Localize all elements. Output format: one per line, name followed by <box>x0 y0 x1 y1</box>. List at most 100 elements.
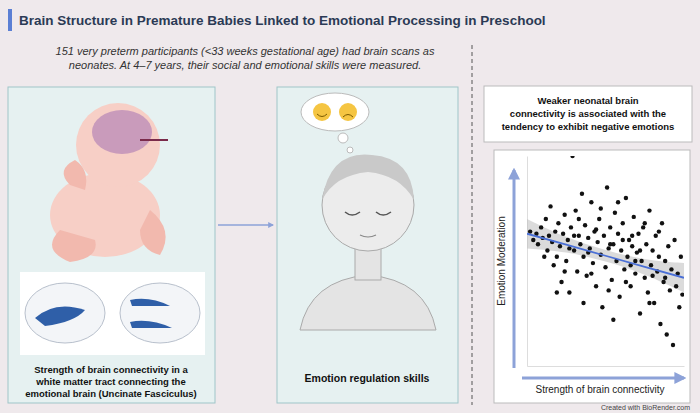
caption: Strength of brain connectivity in a <box>34 364 188 375</box>
tract-images <box>20 272 205 355</box>
point <box>617 295 621 299</box>
credit: Created with BioRender.com <box>601 404 690 411</box>
point <box>536 242 540 246</box>
point <box>649 263 653 267</box>
point <box>679 255 683 259</box>
point <box>589 271 593 275</box>
point <box>547 234 551 238</box>
point <box>581 255 585 259</box>
caption: Emotion regulation skills <box>305 372 430 384</box>
point <box>641 225 645 229</box>
x-arrow <box>522 377 684 380</box>
point <box>636 232 640 236</box>
point <box>575 269 579 273</box>
point <box>632 215 636 219</box>
point <box>544 217 548 221</box>
point <box>619 248 623 252</box>
chart-frame <box>494 150 690 403</box>
point <box>569 225 573 229</box>
point <box>573 208 577 212</box>
point <box>542 255 546 259</box>
point <box>669 267 673 271</box>
point <box>606 246 610 250</box>
panel-brain: Strength of brain connectivity in awhite… <box>8 87 215 403</box>
point <box>548 204 552 208</box>
point <box>668 288 672 292</box>
point <box>622 267 626 271</box>
point <box>551 263 555 267</box>
point <box>608 242 612 246</box>
point <box>643 221 647 225</box>
point <box>657 229 661 233</box>
point <box>610 278 614 282</box>
point <box>611 318 615 322</box>
point <box>577 217 581 221</box>
divider <box>472 45 473 405</box>
point <box>621 221 625 225</box>
thought-bubble <box>301 93 369 153</box>
point <box>561 232 565 236</box>
y-arrow <box>513 170 516 368</box>
point <box>558 244 562 248</box>
point <box>666 244 670 248</box>
point <box>630 244 634 248</box>
point <box>625 255 629 259</box>
point <box>647 208 651 212</box>
caption: white matter tract connecting the <box>35 376 185 387</box>
point <box>633 259 637 263</box>
point <box>562 269 566 273</box>
y-axis-title: Emotion Moderation <box>496 216 507 306</box>
point <box>556 221 560 225</box>
fetus-illustration <box>50 103 168 262</box>
point <box>639 259 643 263</box>
point <box>647 301 651 305</box>
x-axis <box>528 366 685 367</box>
point <box>594 227 598 231</box>
point <box>597 217 601 221</box>
point <box>591 261 595 265</box>
subtitle: neonates. At 4–7 years, their social and… <box>69 59 421 71</box>
point <box>528 229 532 233</box>
plot-area <box>527 156 684 347</box>
point <box>586 236 590 240</box>
point <box>644 242 648 246</box>
point <box>595 240 599 244</box>
finding-frame <box>484 86 692 142</box>
axis-line <box>528 366 685 367</box>
finding-text: Weaker neonatal brain <box>537 95 638 106</box>
panel-box <box>277 87 458 403</box>
finding-text: tendency to exhibit negative emotions <box>502 121 675 132</box>
point <box>567 290 571 294</box>
graphical-abstract: Brain Structure in Premature Babies Link… <box>0 0 700 413</box>
point <box>658 322 662 326</box>
point <box>570 156 574 158</box>
point <box>577 234 581 238</box>
point <box>630 234 634 238</box>
point <box>652 301 656 305</box>
title: Brain Structure in Premature Babies Link… <box>19 13 546 28</box>
point <box>539 225 543 229</box>
point <box>559 280 563 284</box>
subtitle: 151 very preterm participants (<33 weeks… <box>56 45 435 57</box>
point <box>633 271 637 275</box>
point <box>606 288 610 292</box>
axis-line <box>527 157 528 367</box>
point <box>605 185 609 189</box>
point <box>627 238 631 242</box>
point <box>553 229 557 233</box>
point <box>650 274 654 278</box>
point <box>638 311 642 315</box>
y-axis <box>527 157 528 367</box>
finding-text: connectivity is associated with the <box>510 108 666 119</box>
point <box>602 234 606 238</box>
point <box>657 255 661 259</box>
point <box>584 274 588 278</box>
point <box>600 305 604 309</box>
panel-box <box>8 87 215 403</box>
point <box>572 234 576 238</box>
point <box>564 259 568 263</box>
point <box>545 248 549 252</box>
background <box>0 0 700 413</box>
point <box>654 234 658 238</box>
point <box>638 248 642 252</box>
